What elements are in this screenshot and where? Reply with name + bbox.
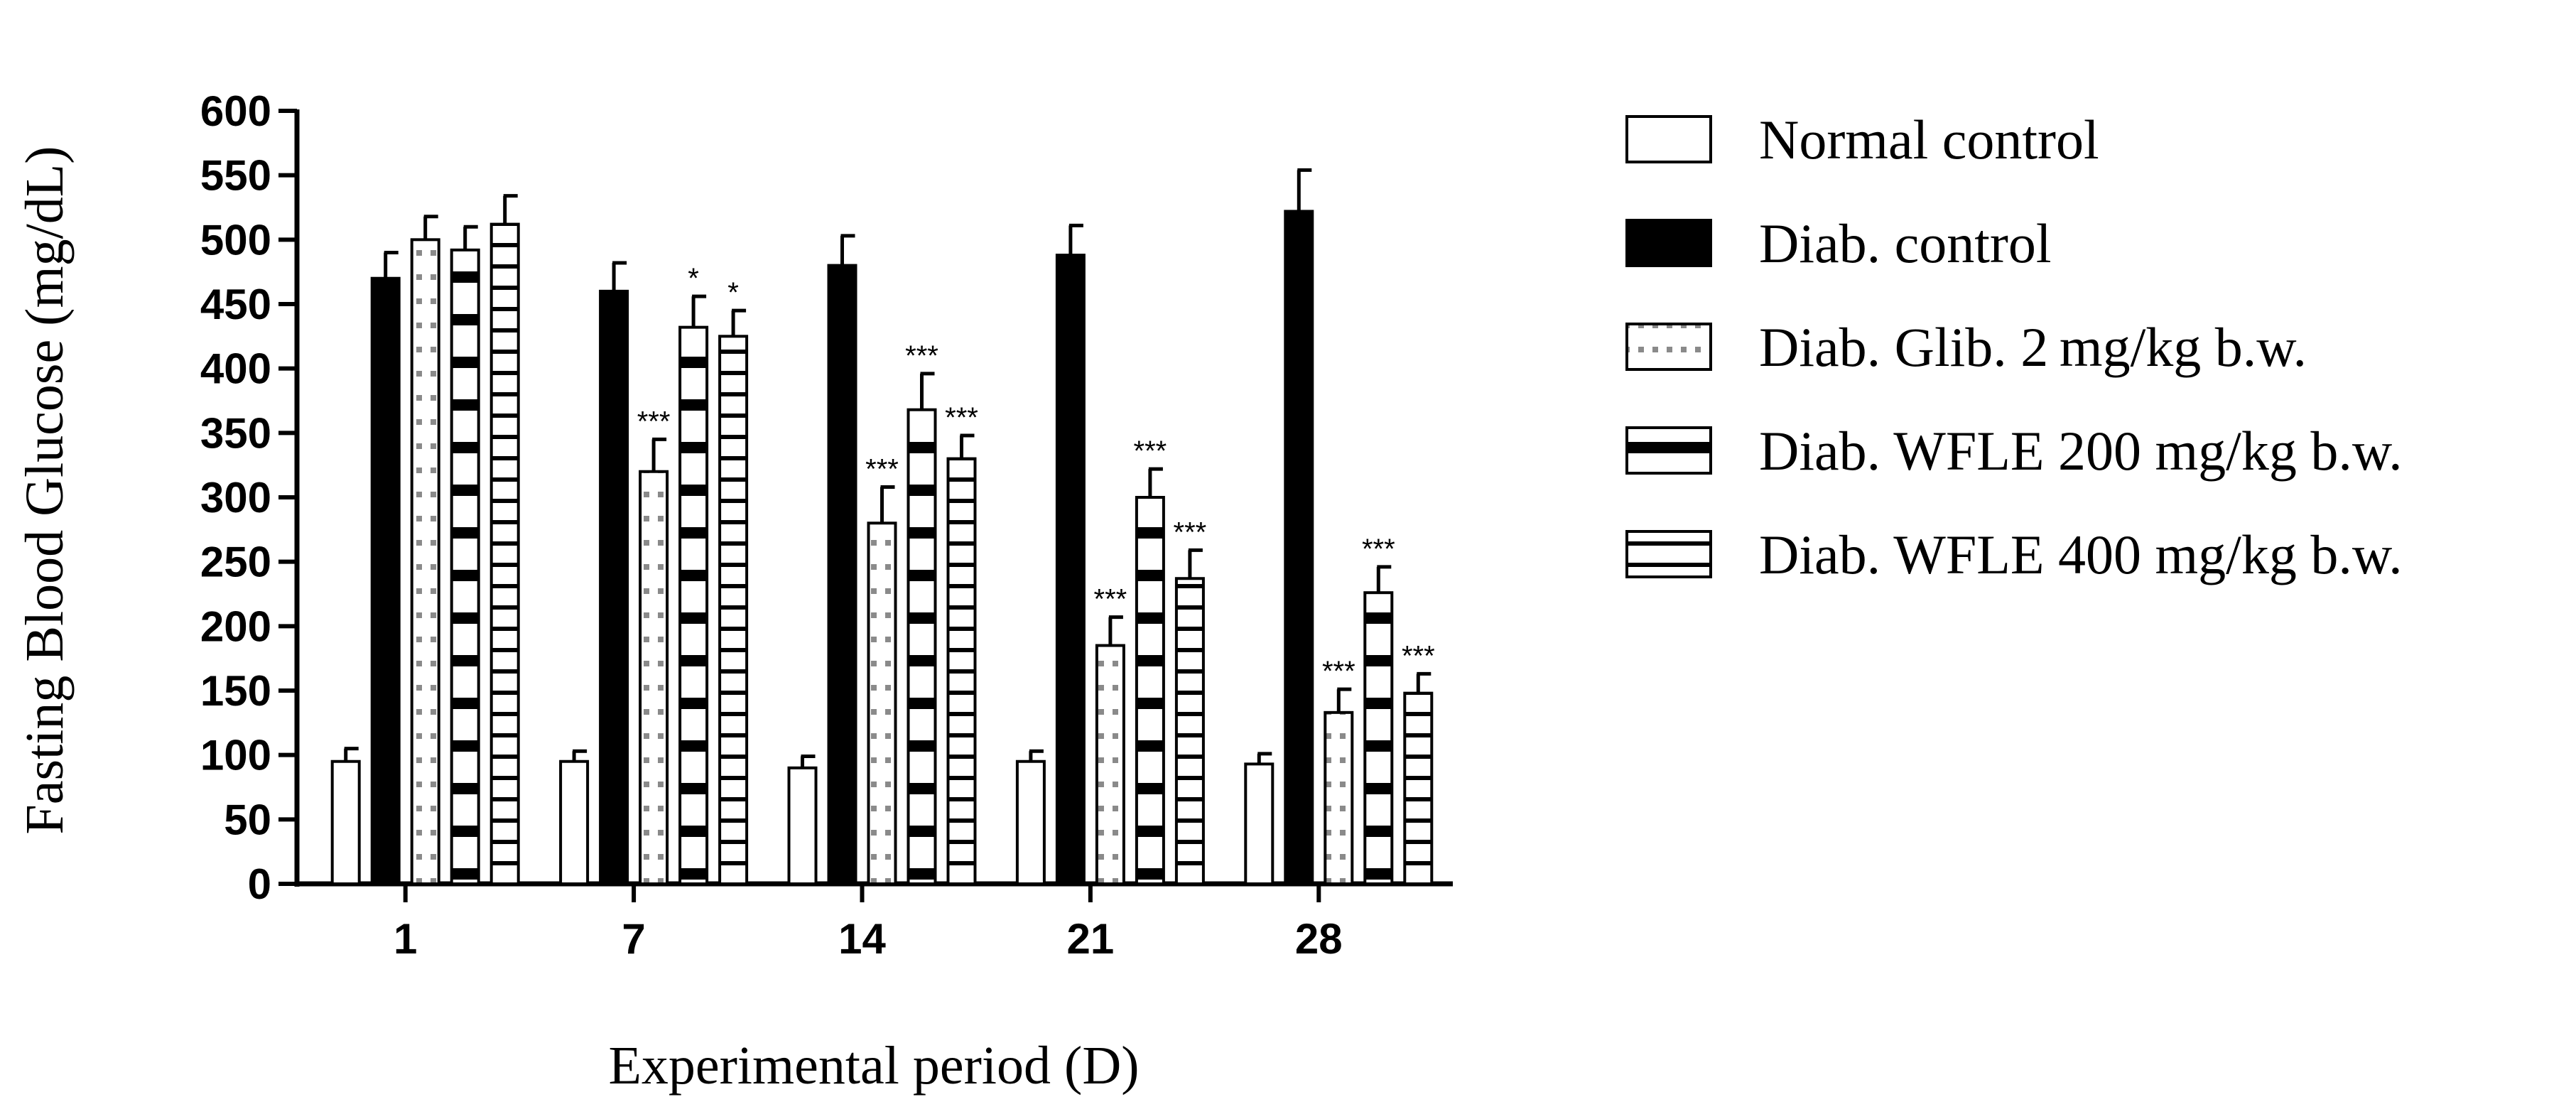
significance-label: ***	[1322, 656, 1355, 687]
x-axis: 1 7 14 21 28	[295, 881, 1453, 963]
bar-hlines	[489, 222, 520, 886]
bars-layer: ********************************	[330, 168, 1435, 886]
legend-label: Diab. control	[1759, 212, 2052, 274]
bar-solid	[827, 264, 857, 886]
y-tick-label: 500	[200, 216, 271, 264]
legend-label: Diab. WFLE 200 mg/kg b.w.	[1759, 420, 2403, 482]
y-tick-label: 350	[200, 409, 271, 457]
bar-hlines	[718, 335, 749, 886]
significance-label: ***	[905, 340, 938, 372]
significance-label: *	[688, 263, 699, 294]
legend: Normal control Diab. control Diab. Glib. 2…	[1625, 109, 2403, 585]
bar-dashes-bold	[450, 248, 480, 885]
bar-dashes-bold	[678, 325, 709, 885]
bar-dots	[410, 238, 440, 886]
bar-dots	[1324, 710, 1354, 885]
legend-swatch-dots	[1625, 323, 1712, 371]
significance-label: ***	[1094, 584, 1127, 615]
bar-hlines	[1403, 691, 1434, 885]
bar-solid	[599, 289, 629, 886]
significance-label: ***	[865, 453, 899, 485]
y-tick-label: 250	[200, 539, 271, 586]
x-tick-label: 1	[394, 915, 417, 963]
x-tick-label: 21	[1067, 915, 1115, 963]
bar-open	[1244, 762, 1275, 885]
x-tick-label: 14	[838, 915, 886, 963]
x-axis-title: Experimental period (D)	[608, 1036, 1139, 1096]
y-tick-label: 200	[200, 602, 271, 650]
significance-label: ***	[1174, 517, 1207, 548]
x-tick-label: 28	[1295, 915, 1343, 963]
legend-label: Diab. WFLE 400 mg/kg b.w.	[1759, 524, 2403, 585]
legend-label: Diab. Glib. 2 mg/kg b.w.	[1759, 316, 2307, 378]
legend-swatch-hlines	[1625, 530, 1712, 578]
significance-label: ***	[637, 406, 671, 437]
bar-dashes-bold	[1135, 496, 1165, 885]
legend-swatch-open	[1625, 115, 1712, 163]
significance-label: ***	[1362, 534, 1395, 565]
bar-hlines	[1174, 577, 1205, 885]
x-tick-label: 7	[622, 915, 645, 963]
bar-dots	[1095, 644, 1125, 885]
legend-swatch-dashes-bold	[1625, 426, 1712, 475]
significance-label: ***	[945, 402, 978, 433]
y-tick-label: 100	[200, 732, 271, 779]
y-tick-label: 550	[200, 152, 271, 200]
y-axis-title: Fasting Blood Glucose (mg/dL)	[15, 146, 75, 835]
bar-open	[1015, 759, 1046, 885]
significance-label: ***	[1134, 436, 1167, 467]
bar-open	[330, 759, 361, 885]
bar-dots	[639, 470, 669, 885]
significance-label: ***	[1402, 640, 1435, 671]
y-tick-label: 400	[200, 345, 271, 393]
y-tick-label: 150	[200, 667, 271, 715]
bar-dashes-bold	[907, 408, 937, 885]
y-tick-label: 50	[224, 796, 271, 843]
significance-label: *	[727, 277, 739, 308]
y-tick-label: 450	[200, 281, 271, 328]
bar-open	[787, 766, 818, 886]
bar-solid	[370, 276, 401, 885]
bar-solid	[1055, 254, 1086, 885]
y-tick-label: 300	[200, 474, 271, 521]
y-tick-label: 0	[248, 860, 271, 908]
bar-dashes-bold	[1363, 591, 1394, 885]
y-tick-label: 600	[200, 87, 271, 135]
bar-solid	[1284, 210, 1314, 885]
y-axis: 0 50 100 150 200 250 300 350 400 450 500 550 600	[200, 87, 300, 908]
legend-swatch-solid	[1625, 219, 1712, 267]
bar-hlines	[946, 457, 977, 885]
bar-dots	[867, 521, 897, 885]
legend-label: Normal control	[1759, 109, 2099, 171]
bar-open	[559, 759, 590, 885]
